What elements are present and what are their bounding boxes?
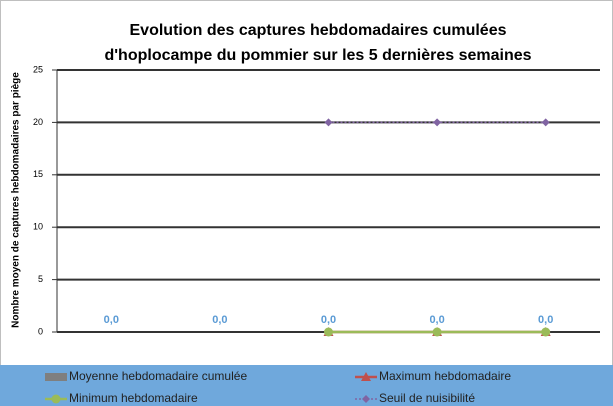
marker <box>541 327 551 337</box>
y-tick-label: 15 <box>33 169 43 179</box>
marker <box>541 118 550 127</box>
y-tick-label: 10 <box>33 222 43 232</box>
data-label: 0,0 <box>538 314 553 326</box>
y-tick-label: 20 <box>33 117 43 127</box>
data-label: 0,0 <box>212 314 227 326</box>
marker <box>324 118 333 127</box>
legend-key <box>45 373 67 381</box>
y-tick-label: 0 <box>38 326 43 336</box>
marker <box>432 327 442 337</box>
legend-label: Minimum hebdomadaire <box>69 391 198 405</box>
y-axis-label: Nombre moyen de captures hebdomadaires p… <box>11 72 22 328</box>
marker <box>433 118 442 127</box>
chart-title: d'hoplocampe du pommier sur les 5 derniè… <box>104 47 531 64</box>
legend-label: Maximum hebdomadaire <box>379 369 511 383</box>
legend-label: Seuil de nuisibilité <box>379 391 475 405</box>
marker <box>362 395 370 403</box>
marker <box>361 372 371 381</box>
y-tick-label: 25 <box>33 64 43 74</box>
y-tick-label: 5 <box>38 274 43 284</box>
marker <box>324 327 333 337</box>
legend-label: Moyenne hebdomadaire cumulée <box>69 369 247 383</box>
data-label: 0,0 <box>429 314 444 326</box>
legend-background <box>0 365 613 406</box>
data-label: 0,0 <box>104 314 119 326</box>
marker <box>51 394 61 404</box>
chart-title: Evolution des captures hebdomadaires cum… <box>130 22 507 39</box>
data-label: 0,0 <box>321 314 336 326</box>
